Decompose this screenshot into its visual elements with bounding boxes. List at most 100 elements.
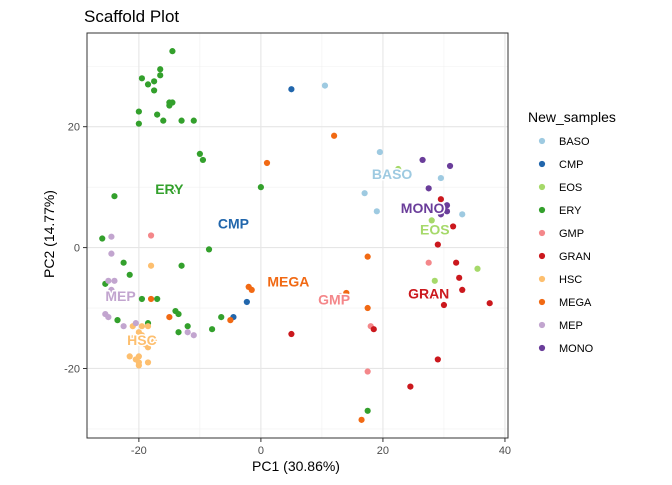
data-point-baso [437, 174, 444, 182]
data-point-cmp [243, 298, 250, 306]
legend-key-cmp [538, 160, 546, 168]
data-point-ery [196, 150, 203, 157]
data-point-mega [331, 132, 338, 139]
data-point-gmp [425, 259, 432, 266]
series-mono [419, 156, 454, 218]
cluster-label-gmp: GMP [318, 291, 350, 307]
cluster-label-hsc: HSC [127, 332, 157, 348]
data-point-gran [440, 301, 448, 309]
data-point-mono [419, 156, 426, 164]
legend-key-ery [538, 206, 546, 214]
data-point-mega [358, 416, 365, 423]
y-tick-label: 0 [74, 243, 80, 255]
data-points [99, 48, 493, 423]
legend-key-baso [538, 137, 546, 145]
data-point-gmp [147, 232, 155, 239]
legend-label-mega: MEGA [559, 297, 592, 309]
data-point-hsc [129, 335, 136, 342]
cluster-label-halo-hsc: HSC [127, 332, 157, 348]
series-eos [395, 165, 481, 284]
legend-label-gmp: GMP [559, 228, 584, 240]
cluster-label-halo-mega: MEGA [267, 273, 309, 289]
series-cmp [230, 86, 295, 321]
legend-key-hsc [538, 275, 546, 283]
data-point-ery [257, 184, 264, 191]
data-point-hsc [126, 353, 133, 360]
legend-label-hsc: HSC [559, 274, 582, 286]
legend-item-eos: EOS [538, 182, 582, 194]
data-point-gran [288, 330, 295, 338]
data-point-baso [361, 190, 368, 197]
cluster-label-cmp: CMP [218, 215, 249, 231]
legend-key-mep [538, 321, 546, 329]
legend-item-mega: MEGA [538, 297, 592, 309]
x-tick-label: 40 [499, 445, 511, 457]
cluster-label-eos: EOS [420, 221, 450, 237]
data-point-mono [437, 211, 444, 218]
x-tick-label: 20 [377, 445, 389, 457]
data-point-mep [105, 314, 112, 321]
data-point-gran [437, 196, 444, 203]
data-point-gmp [337, 292, 344, 300]
data-point-mep [108, 286, 115, 294]
data-point-ery [169, 188, 176, 196]
data-point-ery [160, 117, 167, 124]
legend-label-mono: MONO [559, 343, 594, 355]
data-point-baso [321, 82, 329, 89]
data-point-ery [178, 117, 185, 124]
data-point-mep [105, 277, 112, 284]
legend-label-baso: BASO [559, 136, 590, 148]
legend-title: New_samples [528, 109, 616, 125]
legend-label-gran: GRAN [559, 251, 591, 263]
data-point-cmp [288, 86, 295, 93]
axes: -20 0 20 40 -20 0 20 [64, 32, 511, 457]
data-point-ery [199, 156, 207, 164]
data-point-ery [364, 407, 371, 414]
data-point-baso [376, 148, 383, 156]
legend-label-mep: MEP [559, 320, 583, 332]
data-point-ery [157, 66, 164, 73]
x-axis-title: PC1 (30.86%) [252, 458, 340, 474]
plot-panel [87, 33, 508, 438]
data-point-ery [151, 87, 158, 94]
y-tick-label: 20 [68, 122, 80, 134]
series-gran [288, 196, 493, 390]
data-point-mega [364, 304, 371, 312]
data-point-hsc [144, 323, 152, 330]
data-point-ery [126, 271, 133, 278]
data-point-mega [245, 283, 252, 290]
data-point-ery [135, 120, 142, 127]
cluster-label-baso: BASO [372, 166, 413, 182]
cluster-label-halo-baso: BASO [372, 166, 413, 182]
data-point-ery [218, 314, 225, 321]
y-axis-title: PC2 (14.77%) [41, 190, 57, 278]
x-tick-label: -20 [131, 445, 147, 457]
chart-title: Scaffold Plot [84, 7, 179, 26]
data-point-ery [151, 78, 158, 85]
cluster-label-halo-ery: ERY [155, 181, 184, 197]
data-point-hsc [144, 359, 152, 366]
legend-item-ery: ERY [538, 205, 582, 217]
series-baso [321, 82, 466, 218]
data-point-ery [184, 323, 191, 330]
data-point-mega [263, 159, 271, 167]
panel-background [87, 33, 508, 438]
cluster-label-halo-cmp: CMP [218, 215, 249, 231]
data-point-mep [108, 233, 115, 240]
data-point-ery [138, 75, 146, 82]
legend-label-eos: EOS [559, 182, 582, 194]
legend-item-gmp: GMP [538, 228, 584, 240]
data-point-ery [169, 48, 176, 55]
data-point-gran [459, 286, 466, 294]
cluster-label-mega: MEGA [267, 273, 309, 289]
legend-label-cmp: CMP [559, 159, 583, 171]
data-point-ery [114, 317, 121, 324]
data-point-gmp [364, 368, 371, 375]
data-point-mep [111, 277, 118, 284]
series-mep [102, 233, 197, 339]
legend-key-mega [538, 298, 546, 306]
data-point-hsc [147, 262, 155, 269]
data-point-gran [428, 292, 435, 300]
